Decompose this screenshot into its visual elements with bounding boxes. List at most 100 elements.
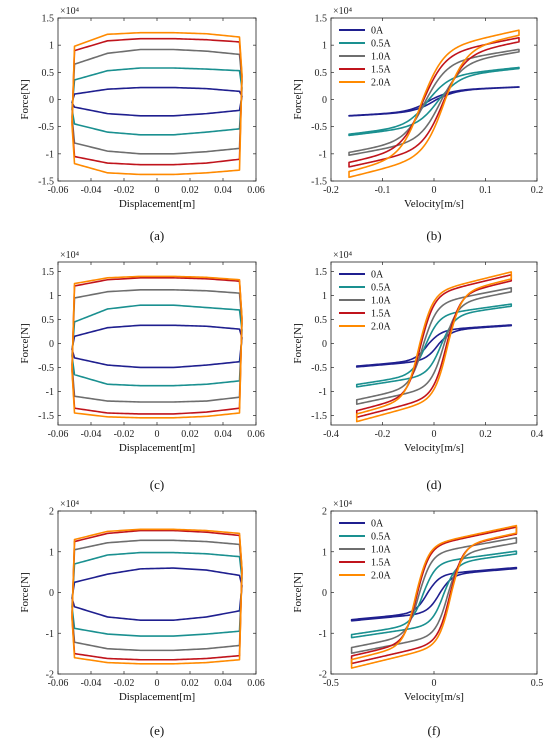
x-tick-label: 0.1 xyxy=(479,185,492,196)
y-tick-label: 1 xyxy=(322,291,327,302)
series-line-2-0A xyxy=(348,29,520,179)
series-line-2-0A xyxy=(71,31,243,176)
y-tick-label: 2 xyxy=(49,507,54,518)
x-axis-label: Displacement[m] xyxy=(119,198,195,210)
legend-label: 1.5A xyxy=(371,309,392,320)
legend-label: 1.0A xyxy=(371,545,392,556)
y-tick-label: 1 xyxy=(49,291,54,302)
y-axis-label: Force[N] xyxy=(292,572,304,612)
y-tick-label: -0.5 xyxy=(311,363,327,374)
y-tick-label: -1.5 xyxy=(311,177,327,188)
x-axis-label: Displacement[m] xyxy=(119,691,195,703)
x-tick-label: -0.02 xyxy=(114,678,135,689)
x-axis-label: Displacement[m] xyxy=(119,442,195,454)
y-tick-label: -1 xyxy=(46,629,54,640)
chart-panel-f: -0.5 0 0.5 -2 -1 0 1 2 ×10⁴ Velocity[m/s] Force[N]… xyxy=(292,499,543,738)
legend-label: 2.0A xyxy=(371,78,392,89)
y-tick-label: -2 xyxy=(46,670,54,681)
y-tick-label: 2 xyxy=(322,507,327,518)
legend: 0A 0.5A 1.0A 1.5A 2.0A xyxy=(339,26,392,89)
series-line-0A xyxy=(348,86,520,117)
x-tick-label: 0.06 xyxy=(247,429,265,440)
series-line-1-5A xyxy=(71,37,243,166)
series-line-1-0A xyxy=(348,48,520,156)
y-multiplier-label: ×10⁴ xyxy=(333,499,353,510)
y-axis-label: Force[N] xyxy=(292,79,304,119)
chart-panel-a: -0.06 -0.04 -0.02 0 0.02 0.04 0.06 -1.5 -1 -0.5 0 0… xyxy=(19,6,265,243)
y-tick-label: -0.5 xyxy=(311,122,327,133)
subfigure-caption: (a) xyxy=(150,228,164,243)
x-tick-label: 0.04 xyxy=(214,678,232,689)
x-tick-label: 0 xyxy=(432,429,437,440)
y-tick-label: 0.5 xyxy=(42,68,55,79)
y-tick-label: -1.5 xyxy=(38,177,54,188)
series-line-0-5A xyxy=(71,304,243,387)
legend-label: 2.0A xyxy=(371,322,392,333)
plot-area xyxy=(348,29,520,179)
y-tick-label: 0 xyxy=(49,588,54,599)
y-axis-label: Force[N] xyxy=(19,572,31,612)
series-line-1-5A xyxy=(348,36,520,168)
legend-label: 0A xyxy=(371,519,384,530)
y-tick-label: -1.5 xyxy=(38,411,54,422)
legend-label: 1.0A xyxy=(371,52,392,63)
legend-label: 1.5A xyxy=(371,558,392,569)
x-tick-label: -0.02 xyxy=(114,429,135,440)
y-axis-label: Force[N] xyxy=(19,323,31,363)
x-tick-label: 0.02 xyxy=(181,185,199,196)
chart-panel-c: -0.06 -0.04 -0.02 0 0.02 0.04 0.06 -1.5 -1 -0.5 0 0… xyxy=(19,250,265,492)
x-tick-label: -0.2 xyxy=(375,429,391,440)
y-tick-label: -2 xyxy=(319,670,327,681)
series-line-2-0A xyxy=(355,271,513,423)
subfigure-caption: (c) xyxy=(150,477,164,492)
y-tick-label: 1.5 xyxy=(315,267,328,278)
x-axis-label: Velocity[m/s] xyxy=(404,198,464,210)
y-tick-label: 0 xyxy=(322,95,327,106)
plot-area xyxy=(71,528,243,665)
y-tick-label: -1 xyxy=(319,149,327,160)
x-tick-label: 0.06 xyxy=(247,185,265,196)
y-tick-label: 1 xyxy=(49,547,54,558)
x-tick-label: 0.2 xyxy=(531,185,544,196)
series-line-0A xyxy=(71,324,243,369)
x-tick-label: -0.5 xyxy=(323,678,339,689)
y-multiplier-label: ×10⁴ xyxy=(333,6,353,17)
y-multiplier-label: ×10⁴ xyxy=(60,6,80,17)
series-line-0A xyxy=(71,86,243,117)
legend-label: 0.5A xyxy=(371,283,392,294)
x-tick-label: -0.06 xyxy=(48,185,69,196)
legend-label: 2.0A xyxy=(371,571,392,582)
subfigure-caption: (d) xyxy=(426,477,441,492)
x-tick-label: 0.06 xyxy=(247,678,265,689)
plot-area xyxy=(350,524,518,669)
subfigure-caption: (e) xyxy=(150,723,164,738)
x-tick-label: -0.1 xyxy=(375,185,391,196)
series-line-0-5A xyxy=(71,551,243,637)
y-multiplier-label: ×10⁴ xyxy=(60,250,80,261)
y-multiplier-label: ×10⁴ xyxy=(333,250,353,261)
legend-label: 0A xyxy=(371,26,384,37)
y-tick-label: 0.5 xyxy=(315,68,328,79)
subfigure-caption: (b) xyxy=(426,228,441,243)
axes-box xyxy=(57,261,257,426)
chart-panel-e: -0.06 -0.04 -0.02 0 0.02 0.04 0.06 -2 -1 0 1 2 ×10⁴ D… xyxy=(19,499,265,738)
y-tick-label: 1 xyxy=(49,41,54,52)
x-tick-label: -0.06 xyxy=(48,429,69,440)
x-tick-label: 0 xyxy=(155,678,160,689)
y-tick-label: 0 xyxy=(49,339,54,350)
series-line-2-0A xyxy=(350,524,518,669)
x-tick-label: 0.4 xyxy=(531,429,544,440)
x-tick-label: 0.2 xyxy=(479,429,492,440)
y-tick-label: 0 xyxy=(49,95,54,106)
y-tick-label: 0.5 xyxy=(315,315,328,326)
legend-label: 0A xyxy=(371,270,384,281)
y-axis-label: Force[N] xyxy=(19,79,31,119)
y-tick-label: 1 xyxy=(322,41,327,52)
x-tick-label: 0 xyxy=(155,185,160,196)
y-tick-label: -1 xyxy=(46,387,54,398)
x-tick-label: -0.04 xyxy=(81,429,102,440)
x-tick-label: -0.04 xyxy=(81,185,102,196)
y-axis-label: Force[N] xyxy=(292,323,304,363)
chart-panel-b: -0.2 -0.1 0 0.1 0.2 -1.5 -1 -0.5 0 0.5 1 1.5 ×10⁴ Vel… xyxy=(292,6,543,243)
